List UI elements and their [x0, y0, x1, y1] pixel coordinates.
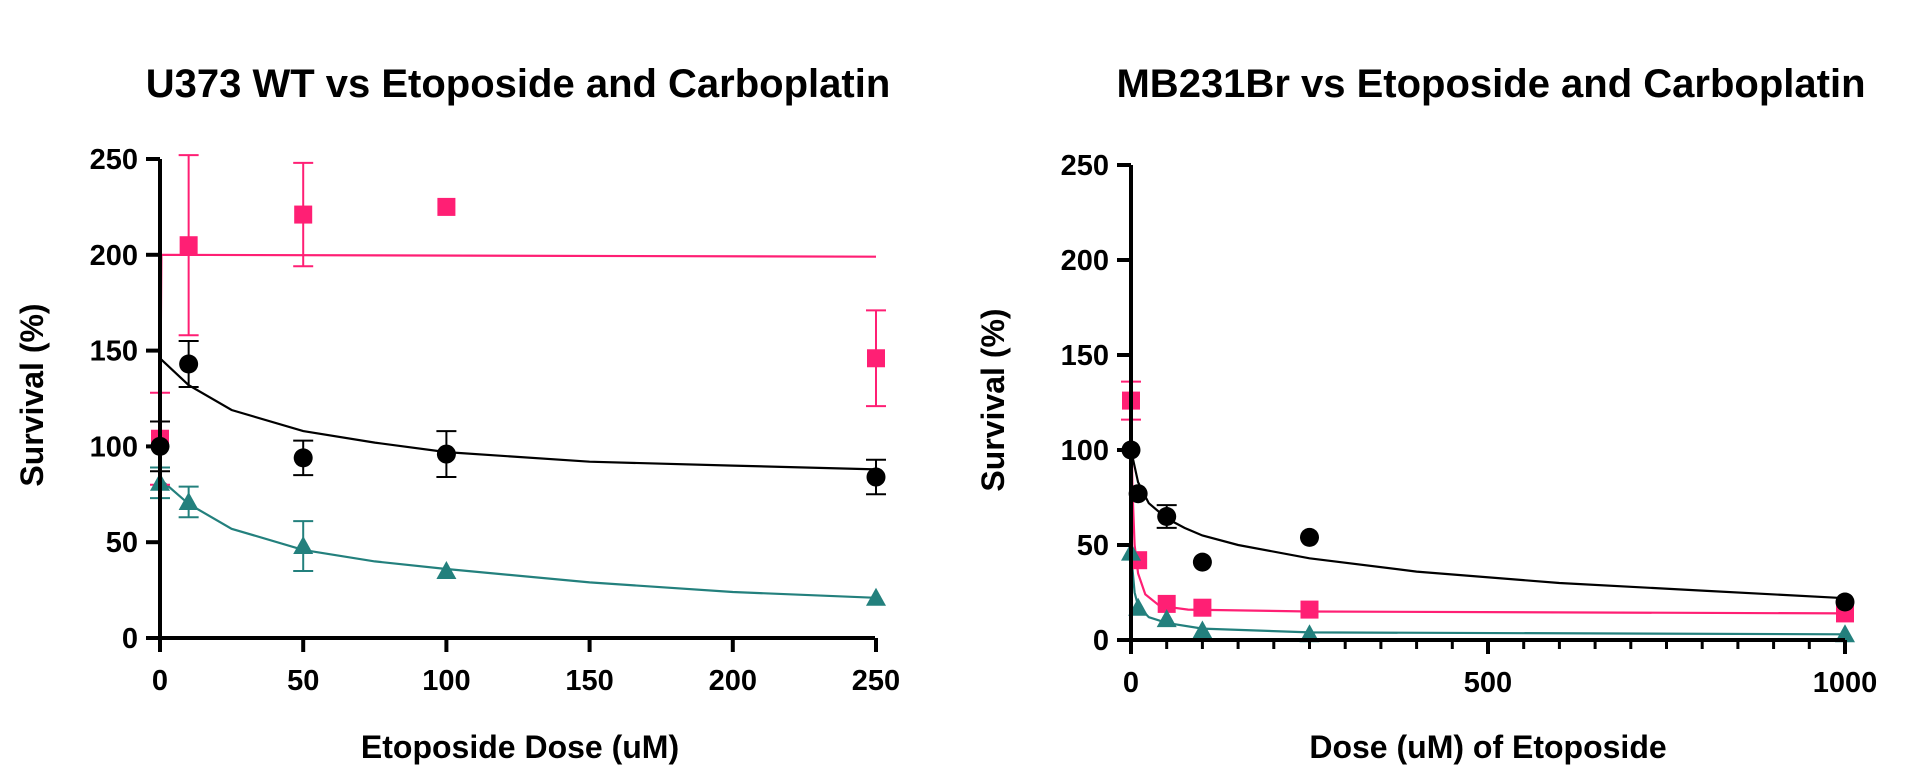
chart-title-u373: U373 WT vs Etoposide and Carboplatin [146, 62, 891, 106]
black-series-point [866, 467, 886, 487]
data-points-mb231br [1121, 391, 1855, 643]
x-tick-label: 200 [709, 665, 757, 697]
chart-mb231br: MB231Br vs Etoposide and Carboplatin Sur… [975, 62, 1877, 765]
y-tick-label: 200 [90, 240, 138, 272]
y-tick-label: 0 [1093, 625, 1109, 657]
black-series-fit-line [1129, 449, 1846, 600]
pink-series-point [867, 349, 885, 368]
black-series-fit-line [159, 357, 877, 471]
y-axis-label-u373: Survival (%) [14, 303, 50, 486]
y-tick-label: 100 [1061, 435, 1109, 467]
black-series-point [436, 444, 456, 464]
black-series-point [293, 448, 313, 468]
y-tick-label: 0 [122, 623, 138, 655]
chart-u373: U373 WT vs Etoposide and Carboplatin Sur… [14, 62, 900, 765]
teal-series-point [1156, 609, 1177, 628]
pink-series-point [1300, 600, 1319, 619]
x-axis-label-u373: Etoposide Dose (uM) [361, 729, 679, 765]
black-series-point [1835, 592, 1855, 612]
black-series-point [1300, 527, 1319, 547]
x-tick-label: 0 [1123, 667, 1139, 699]
pink-series-fit-line [1129, 400, 1846, 615]
pink-series-point [1193, 598, 1212, 617]
x-ticks-u373: 0 50 100 150 200 250 [152, 638, 900, 697]
y-tick-label: 150 [1061, 340, 1109, 372]
y-tick-label: 50 [1077, 530, 1109, 562]
teal-series-point [436, 560, 457, 579]
teal-series-point [1299, 624, 1320, 643]
teal-series-point [1835, 624, 1855, 643]
pink-series-fit-line [158, 253, 877, 439]
black-series-point [179, 354, 199, 374]
black-series-point [1157, 507, 1177, 526]
x-tick-label: 0 [152, 665, 168, 697]
data-points-u373 [150, 197, 886, 606]
y-axis-label-mb231br: Survival (%) [975, 308, 1011, 491]
y-ticks-u373: 0 50 100 150 200 250 [90, 144, 160, 655]
x-tick-label: 250 [852, 665, 900, 697]
teal-series-point [293, 536, 314, 555]
y-tick-label: 100 [90, 431, 138, 463]
y-tick-label: 250 [1061, 150, 1109, 182]
x-tick-label: 150 [565, 665, 613, 697]
x-ticks-mb231br: 0 500 1000 [1123, 640, 1877, 699]
pink-series-point [179, 236, 198, 255]
y-tick-label: 150 [90, 336, 138, 368]
y-tick-label: 50 [106, 527, 138, 559]
x-tick-label: 100 [422, 665, 470, 697]
fit-curves-u373 [158, 253, 877, 599]
chart-title-mb231br: MB231Br vs Etoposide and Carboplatin [1116, 62, 1865, 106]
teal-series-fit-line [159, 478, 877, 599]
axes-mb231br [1129, 165, 1845, 642]
x-tick-label: 500 [1464, 667, 1512, 699]
teal-series-fit-line [1129, 552, 1846, 636]
teal-series-point [866, 587, 886, 606]
y-tick-label: 200 [1061, 245, 1109, 277]
error-bars-u373 [150, 154, 886, 572]
pink-series-point [294, 205, 313, 224]
pink-series-point [437, 197, 456, 216]
teal-series-point [178, 491, 199, 510]
fit-curves-mb231br [1129, 400, 1846, 636]
x-axis-label-mb231br: Dose (uM) of Etoposide [1309, 729, 1666, 765]
teal-series-point [1128, 597, 1149, 616]
teal-series-point [1192, 620, 1213, 639]
black-series-point [1192, 552, 1212, 572]
x-tick-label: 50 [287, 665, 319, 697]
axes-u373 [158, 159, 875, 640]
y-ticks-mb231br: 0 50 100 150 200 250 [1061, 150, 1131, 657]
black-series-point [1128, 484, 1148, 504]
pink-series-point [1157, 594, 1176, 613]
x-tick-label: 1000 [1813, 667, 1878, 699]
y-tick-label: 250 [90, 144, 138, 176]
